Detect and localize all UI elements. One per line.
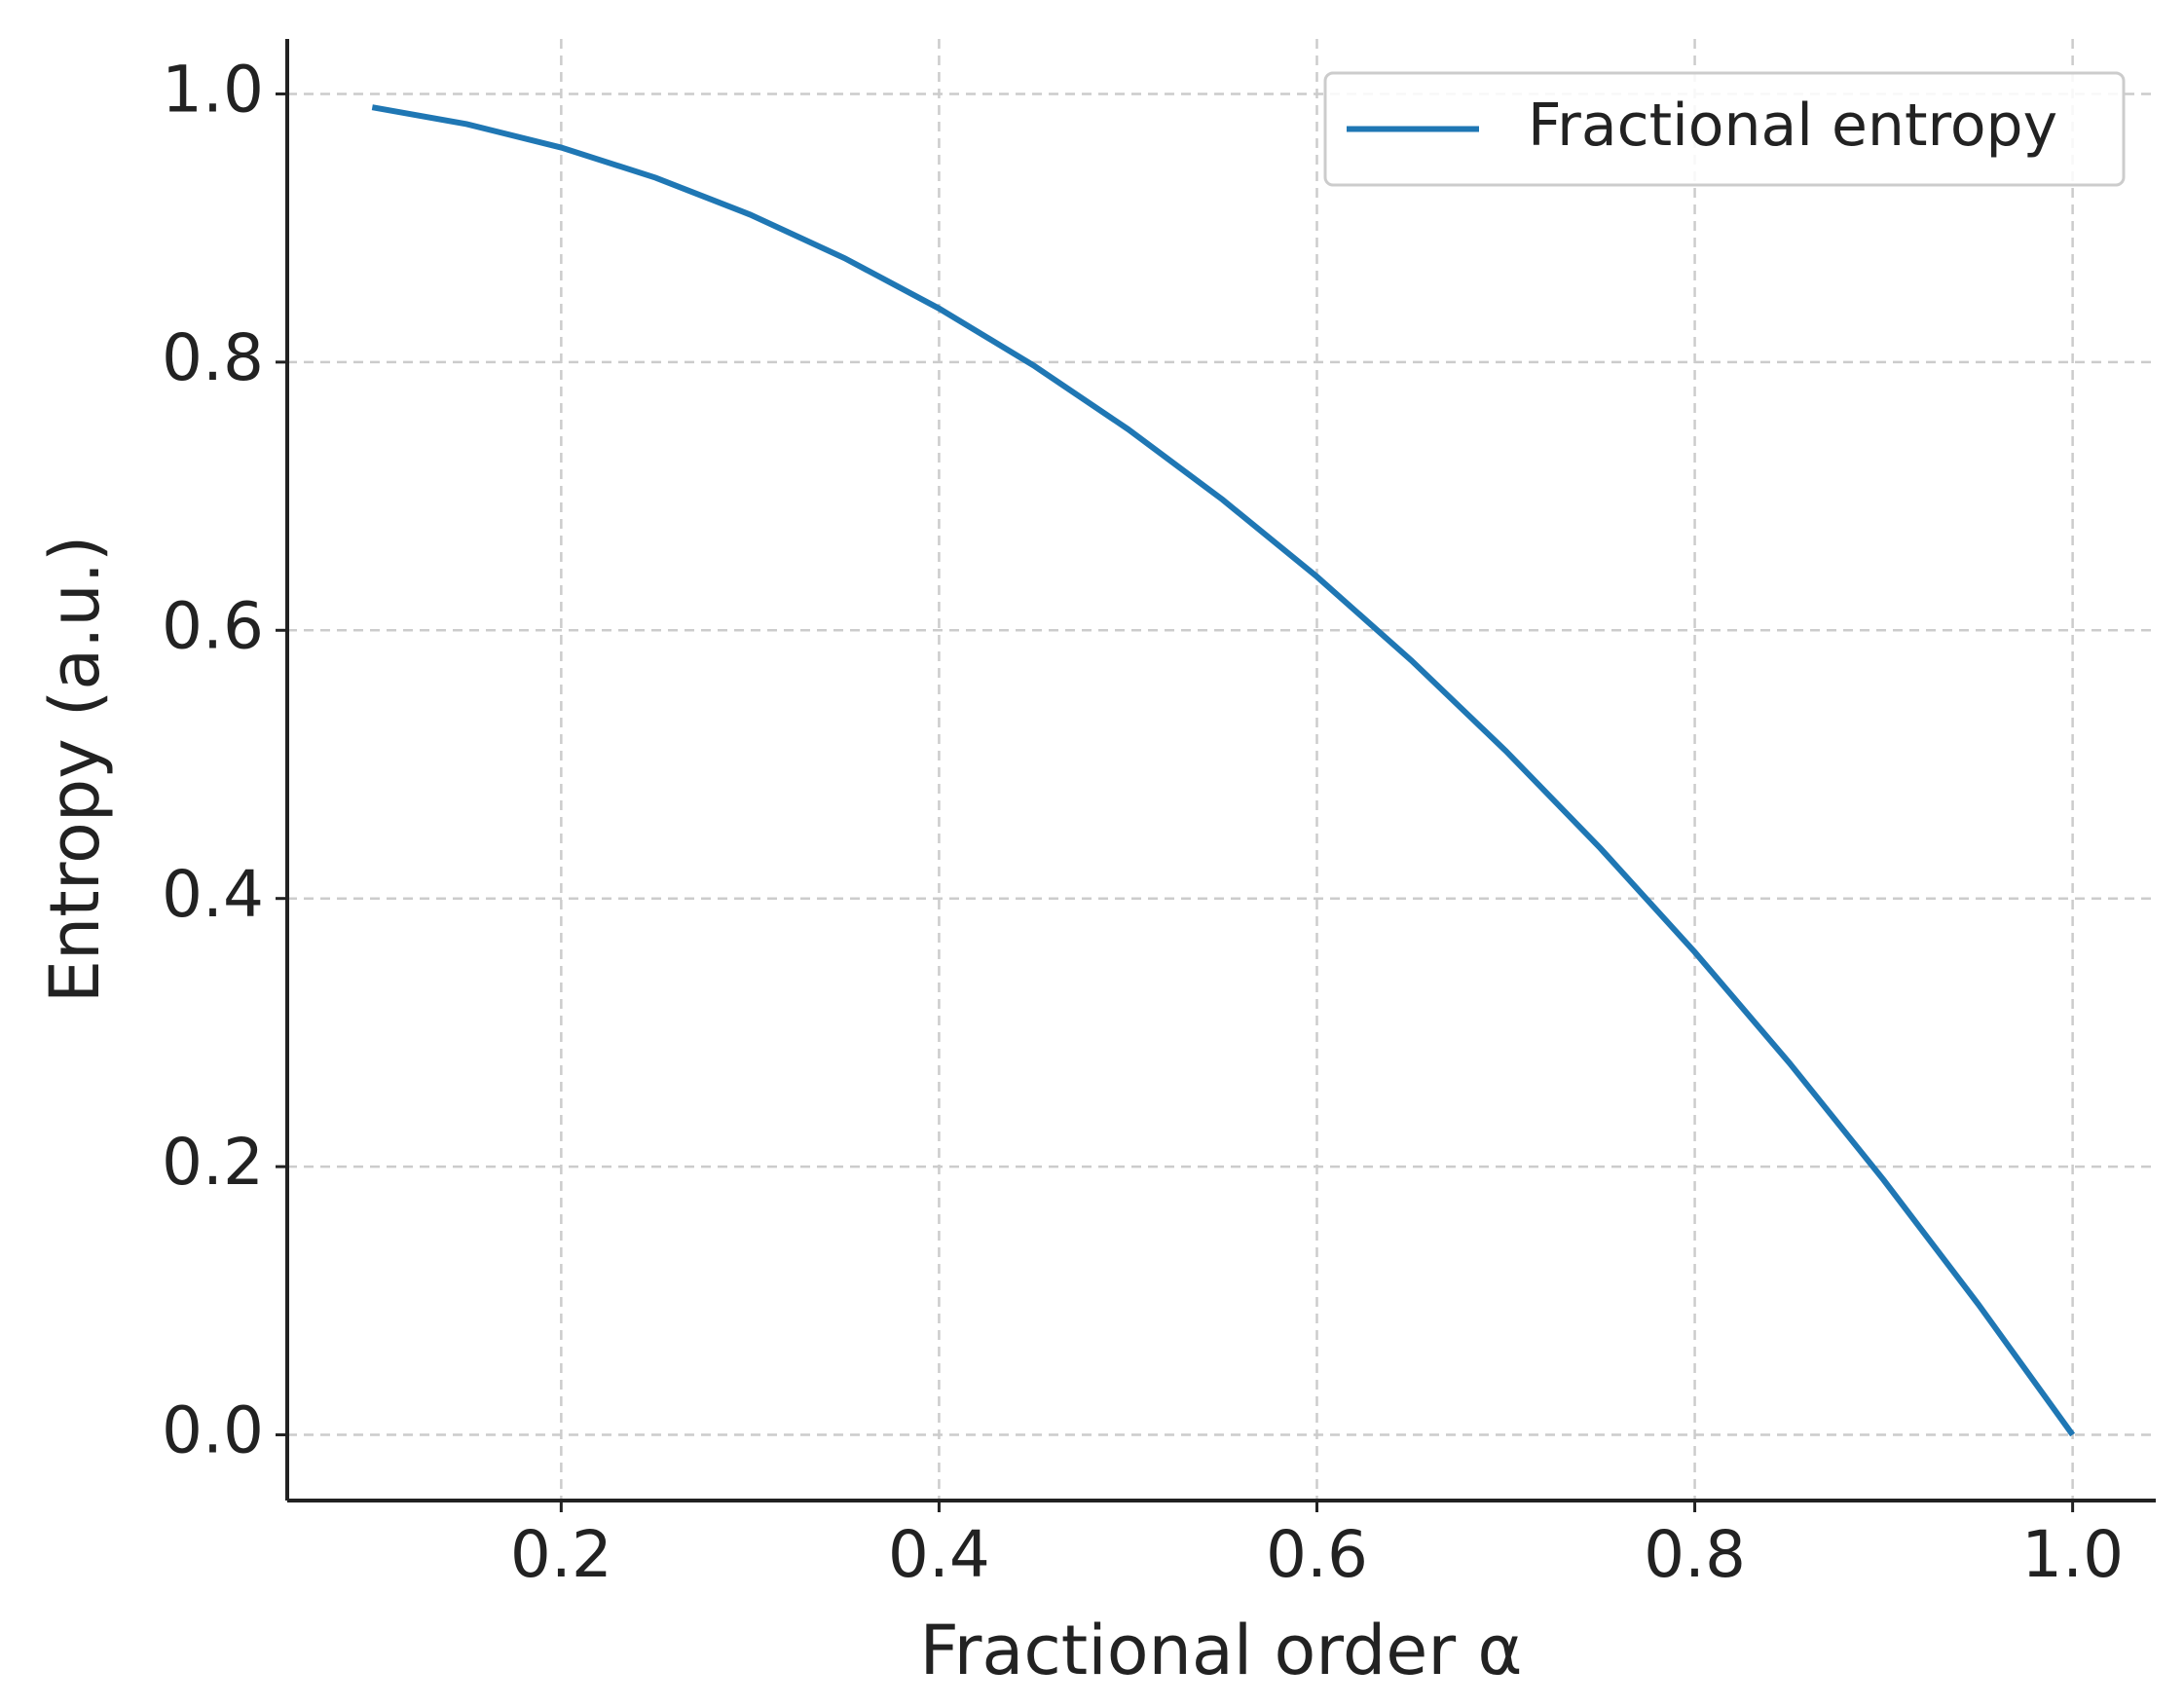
legend-label: Fractional entropy (1528, 92, 2057, 160)
y-tick-label: 0.4 (162, 857, 264, 932)
legend-box (1323, 71, 2126, 187)
line-series (371, 104, 2076, 1437)
y-tick-label: 0.2 (162, 1125, 264, 1200)
x-axis-label: Fractional order α (919, 1611, 1522, 1690)
x-tick-label: 0.2 (510, 1517, 612, 1592)
y-axis-label: Entropy (a.u.) (35, 536, 115, 1004)
x-tick-label: 0.8 (1644, 1517, 1746, 1592)
y-tick-label: 0.6 (162, 588, 264, 663)
x-tick-label: 0.6 (1266, 1517, 1368, 1592)
x-tick-label: 1.0 (2021, 1517, 2124, 1592)
x-tick-label: 0.4 (888, 1517, 990, 1592)
y-tick-label: 0.0 (162, 1393, 264, 1468)
y-tick-label: 0.8 (162, 320, 264, 395)
y-tick-label: 1.0 (162, 53, 264, 128)
